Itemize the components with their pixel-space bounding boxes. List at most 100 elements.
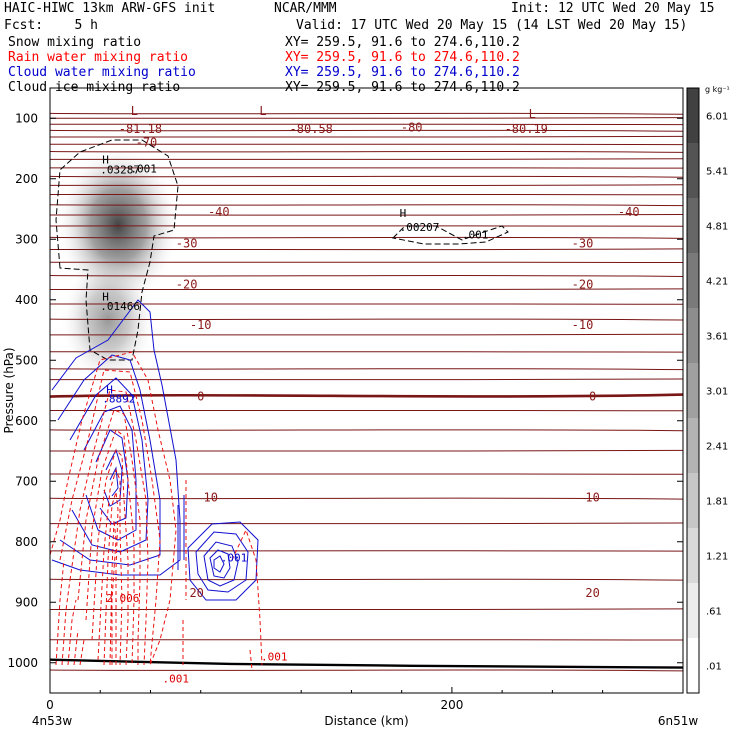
x-axis-label: Distance (km) (324, 714, 408, 728)
isotherm-line (50, 248, 683, 251)
temperature-label: 10 (204, 491, 218, 505)
isotherm-line (50, 578, 683, 581)
y-tick-label: 600 (15, 414, 38, 428)
y-tick-label: 800 (15, 535, 38, 549)
field-xy-rain: XY= 259.5, 91.6 to 274.6,110.2 (285, 50, 520, 65)
low-marker: L (259, 104, 266, 118)
colorbar-label: 4.21 (706, 277, 728, 288)
temperature-label: 20 (585, 586, 599, 600)
colorbar-label: 1.21 (706, 552, 728, 563)
rain-contour-9 (109, 519, 117, 666)
isotherm-line (50, 288, 683, 291)
isotherm-line (50, 204, 683, 207)
y-tick-label: 100 (15, 111, 38, 125)
colorbar: .01 .61 1.21 1.81 2.41 3.01 3.61 4.21 4.81 5.41 6.… (686, 85, 730, 694)
colorbar-border (686, 87, 700, 694)
field-xy-cloud-ice: XY= 259.5, 91.6 to 274.6,110.2 (285, 80, 520, 95)
y-tick-label: 400 (15, 293, 38, 307)
isotherm-line (50, 175, 683, 178)
cloud-water-contours (51, 299, 259, 601)
temperature-label: -20 (572, 278, 594, 292)
isotherm-line (50, 236, 683, 239)
temperature-label: -80.58 (290, 122, 333, 136)
colorbar-segment (687, 143, 699, 198)
isotherm-line (50, 117, 683, 119)
plot-border (49, 87, 684, 694)
isotherm-line (50, 150, 683, 153)
isotherm-line (50, 112, 683, 115)
isotherm-line (50, 135, 683, 138)
colorbar-label: 5.41 (706, 167, 728, 178)
temperature-label: -20 (176, 278, 198, 292)
colorbar-label: 2.41 (706, 442, 728, 453)
field-label-cloud-water: Cloud water mixing ratio (8, 65, 196, 80)
isotherm-line (50, 608, 683, 611)
colorbar-segment (687, 198, 699, 253)
cloud-contour-3 (69, 377, 149, 553)
maximum-label: .001 (163, 672, 190, 685)
colorbar-label: 3.01 (706, 387, 728, 398)
temperature-label: -30 (572, 236, 594, 250)
rain-contour-8 (103, 491, 119, 666)
x-tick-label: 200 (440, 698, 463, 712)
colorbar-label: 3.61 (706, 332, 728, 343)
temperature-label: -70 (136, 135, 158, 149)
freezing-level-line (50, 393, 683, 398)
temperature-label: -10 (190, 318, 212, 332)
cloud-cell-5 (213, 555, 225, 573)
temperature-label: -40 (208, 205, 230, 219)
ground-surface-line (49, 658, 684, 669)
colorbar-segment (687, 253, 699, 308)
temperature-label: -80 (401, 120, 423, 134)
rain-contour-14 (79, 639, 85, 666)
temperature-label: 20 (189, 586, 203, 600)
isotherm-line (50, 158, 683, 160)
rain-contour-4 (77, 409, 141, 665)
right-endpoint-label: 6n51w (658, 714, 699, 728)
maximum-label: .001 (130, 162, 157, 175)
colorbar-label: 4.81 (706, 222, 728, 233)
colorbar-segment (687, 363, 699, 418)
rain-contour-17 (231, 528, 263, 666)
maximum-label: .03287 (100, 164, 140, 177)
cloud-cell-3 (203, 541, 239, 587)
cloud-cell-4 (209, 549, 231, 579)
low-marker: L (529, 107, 536, 121)
ice-contour-anvil (391, 225, 509, 245)
colorbar-label: .61 (706, 607, 722, 618)
cloud-cell-2 (195, 531, 249, 593)
colorbar-label: .01 (706, 662, 722, 673)
snow-mixing-ratio-shading (56, 145, 180, 385)
temperature-label: -10 (572, 318, 594, 332)
colorbar-segment (687, 528, 699, 583)
y-tick-label: 200 (15, 172, 38, 186)
isotherm-lines (50, 112, 683, 672)
temperature-label: -30 (176, 236, 198, 250)
isotherm-line (50, 449, 683, 452)
isotherm-line (50, 129, 683, 132)
forecast-hour: Fcst: 5 h (4, 18, 98, 33)
isotherm-line (50, 333, 683, 336)
colorbar-segment (687, 583, 699, 638)
model-title: HAIC-HIWC 13km ARW-GFS init (4, 1, 216, 16)
colorbar-segment (687, 418, 699, 473)
maximum-label: H (400, 207, 407, 220)
rain-water-contours (50, 351, 263, 671)
field-xy-snow: XY= 259.5, 91.6 to 274.6,110.2 (285, 35, 520, 50)
maximum-label: H (102, 291, 109, 304)
cloud-contour-4 (83, 405, 137, 541)
cloud-cell-outer (187, 521, 259, 601)
maximum-label: 2.006 (106, 592, 139, 605)
rain-contour-12 (67, 599, 77, 666)
cloud-contour-7 (109, 466, 119, 497)
maximum-label: .001 (462, 228, 489, 241)
rain-contour-6 (91, 449, 129, 666)
isotherm-line (50, 318, 683, 321)
left-endpoint-label: 4n53w (32, 714, 73, 728)
plot-frame (49, 87, 684, 694)
init-time: Init: 12 UTC Wed 20 May 15 (511, 1, 715, 16)
maxima-labels: H.03287H.00207H.01466H.8892.001.001.0012… (100, 153, 488, 685)
